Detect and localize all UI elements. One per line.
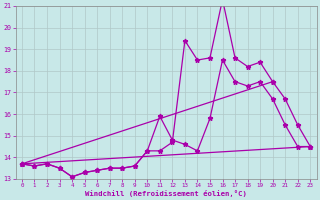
X-axis label: Windchill (Refroidissement éolien,°C): Windchill (Refroidissement éolien,°C): [85, 190, 247, 197]
